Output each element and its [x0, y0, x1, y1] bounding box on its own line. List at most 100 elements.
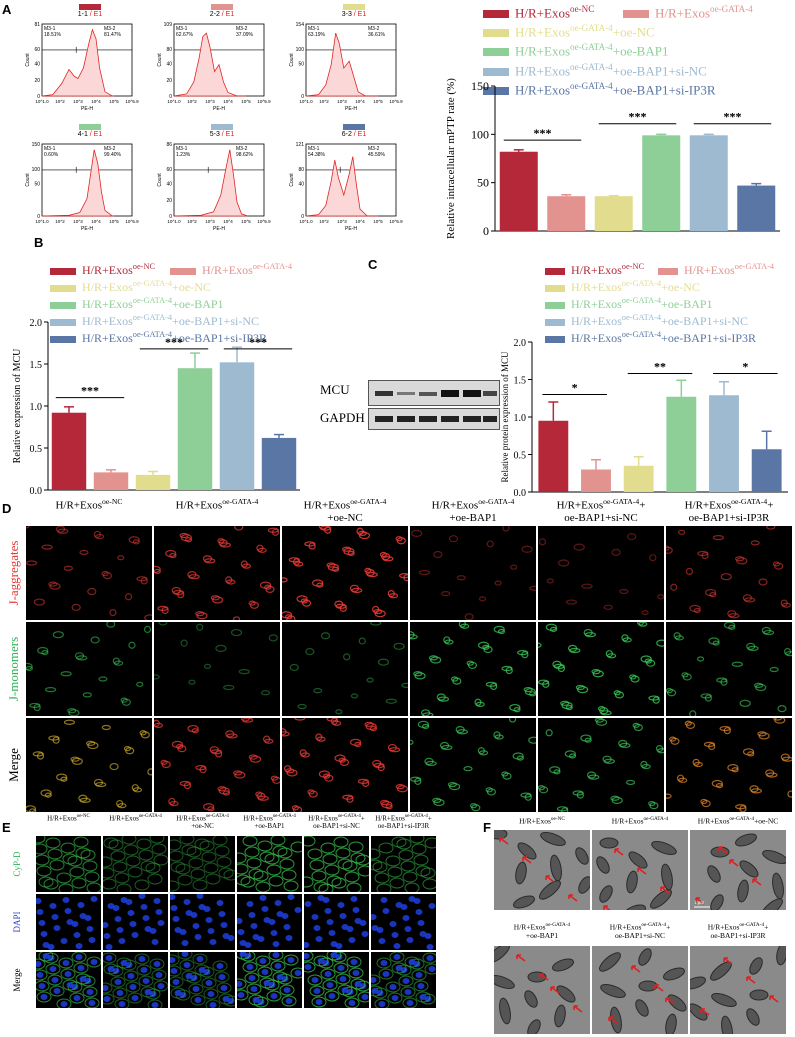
cell-outline — [376, 957, 392, 969]
flow-y-tick: 0 — [169, 94, 172, 100]
legend-swatch — [483, 10, 509, 19]
cell-signal — [769, 666, 779, 673]
column-header-sup: oe-GATA-4 — [222, 497, 259, 506]
cell-signal — [644, 658, 652, 664]
cell-signal — [264, 584, 272, 590]
cell-signal — [93, 778, 104, 787]
cell-outline — [116, 957, 132, 969]
nucleus — [118, 938, 126, 944]
cell-signal — [230, 628, 243, 637]
cell-signal — [410, 739, 414, 745]
nucleus — [239, 940, 247, 946]
mitochondrion — [665, 1013, 677, 1034]
cell-signal — [509, 703, 521, 712]
nucleus — [144, 989, 152, 995]
row-label: CyP-D — [12, 851, 22, 877]
cell-signal — [477, 747, 485, 755]
cell-outline — [145, 862, 161, 874]
nucleus — [348, 937, 356, 943]
nucleus — [51, 977, 59, 983]
panel-label-b: B — [34, 235, 44, 250]
nucleus — [218, 911, 226, 917]
cell-outline — [38, 952, 54, 962]
cell-signal — [510, 564, 518, 570]
cell-signal — [393, 642, 405, 650]
cell-outline — [346, 882, 362, 892]
cell-outline — [357, 865, 369, 877]
nucleus — [237, 992, 245, 998]
cell-signal — [619, 588, 629, 595]
flow-x-tick: 10^2 — [187, 219, 197, 224]
legend-label-suffix: +oe-BAP1+si-IP3R — [172, 331, 267, 345]
cell-signal — [124, 593, 133, 601]
cell-signal — [581, 583, 593, 589]
chart-mptp-rate: 0 50 100 150 Relative intracellular mPTP rat… — [445, 78, 780, 239]
legend-swatch — [483, 29, 509, 38]
cell-signal — [331, 566, 340, 572]
cell-outline — [385, 981, 401, 993]
cell-outline — [121, 836, 137, 845]
flow-y-tick: 100 — [32, 167, 41, 173]
column-header-line2: oe-BAP1+si-IP3R — [377, 822, 430, 831]
column-header-sup: oe-GATA-4 — [641, 922, 667, 928]
cell-signal — [160, 759, 168, 765]
cell-signal — [529, 691, 536, 697]
cell-outline — [311, 870, 327, 882]
column-header-base: H/R+Exos — [375, 814, 405, 823]
cell-outline — [151, 843, 167, 855]
nucleus — [417, 920, 425, 926]
cell-outline — [127, 992, 143, 1004]
mitochondrion — [711, 993, 737, 1007]
cell-outline — [409, 836, 425, 844]
nucleus — [408, 896, 416, 902]
cell-signal — [716, 677, 728, 683]
legend-label-suffix: +oe-BAP1 — [612, 43, 669, 59]
legend-swatch — [483, 48, 509, 57]
row-label: J-monomers — [6, 636, 21, 702]
cell-outline — [309, 985, 325, 997]
cell-signal — [349, 738, 362, 746]
cell-signal — [464, 613, 474, 620]
column-header-line1: H/R+Exosoe-GATA-4+ — [367, 814, 440, 822]
cell-outline — [188, 857, 204, 869]
fluorescence-image — [410, 718, 536, 812]
cell-outline — [75, 847, 91, 859]
cell-outline — [248, 994, 264, 1006]
cell-outline — [346, 956, 362, 968]
cell-outline — [281, 869, 297, 881]
fluorescence-image — [26, 622, 152, 716]
nucleus — [415, 909, 423, 915]
cell-signal — [757, 731, 767, 737]
cell-signal — [147, 768, 152, 776]
legend-label-sup: oe-GATA-4 — [570, 23, 613, 33]
cell-signal — [573, 543, 585, 551]
nucleus — [428, 966, 436, 972]
mitochondrion — [663, 967, 685, 981]
legend-entry: H/R+Exosoe-GATA-4+oe-NC — [483, 23, 655, 40]
nucleus — [90, 959, 98, 965]
cell-outline — [136, 838, 152, 850]
cell-signal — [727, 610, 737, 618]
cell-signal — [358, 637, 366, 645]
gate-text: M3-1 — [176, 146, 188, 152]
column-header-base: H/R+Exos — [109, 814, 139, 823]
nucleus — [361, 994, 369, 1000]
flow-cytometry-grid: 1-1 / E1 M3-1 18.51% M3-2 81.47% 81 60 40 20 0 Cou… — [12, 4, 412, 244]
nucleus — [86, 926, 94, 932]
cell-signal — [719, 725, 731, 732]
column-header-sup: oe-GATA-4 — [545, 922, 571, 928]
cell-signal — [586, 771, 597, 779]
cell-signal — [613, 690, 621, 696]
cell-outline — [378, 842, 394, 854]
cell-signal — [215, 644, 227, 653]
tem-image — [592, 946, 688, 1034]
cell-outline — [123, 844, 139, 856]
cell-signal — [379, 551, 388, 558]
column-header-line2: oe-BAP1+si-NC — [614, 931, 666, 941]
flow-tag-id: 3-3 — [341, 11, 354, 18]
cell-outline — [237, 874, 251, 886]
cell-signal — [123, 746, 132, 752]
cell-outline — [151, 969, 167, 981]
cell-outline — [371, 974, 381, 986]
flow-y-tick: 20 — [166, 198, 172, 204]
